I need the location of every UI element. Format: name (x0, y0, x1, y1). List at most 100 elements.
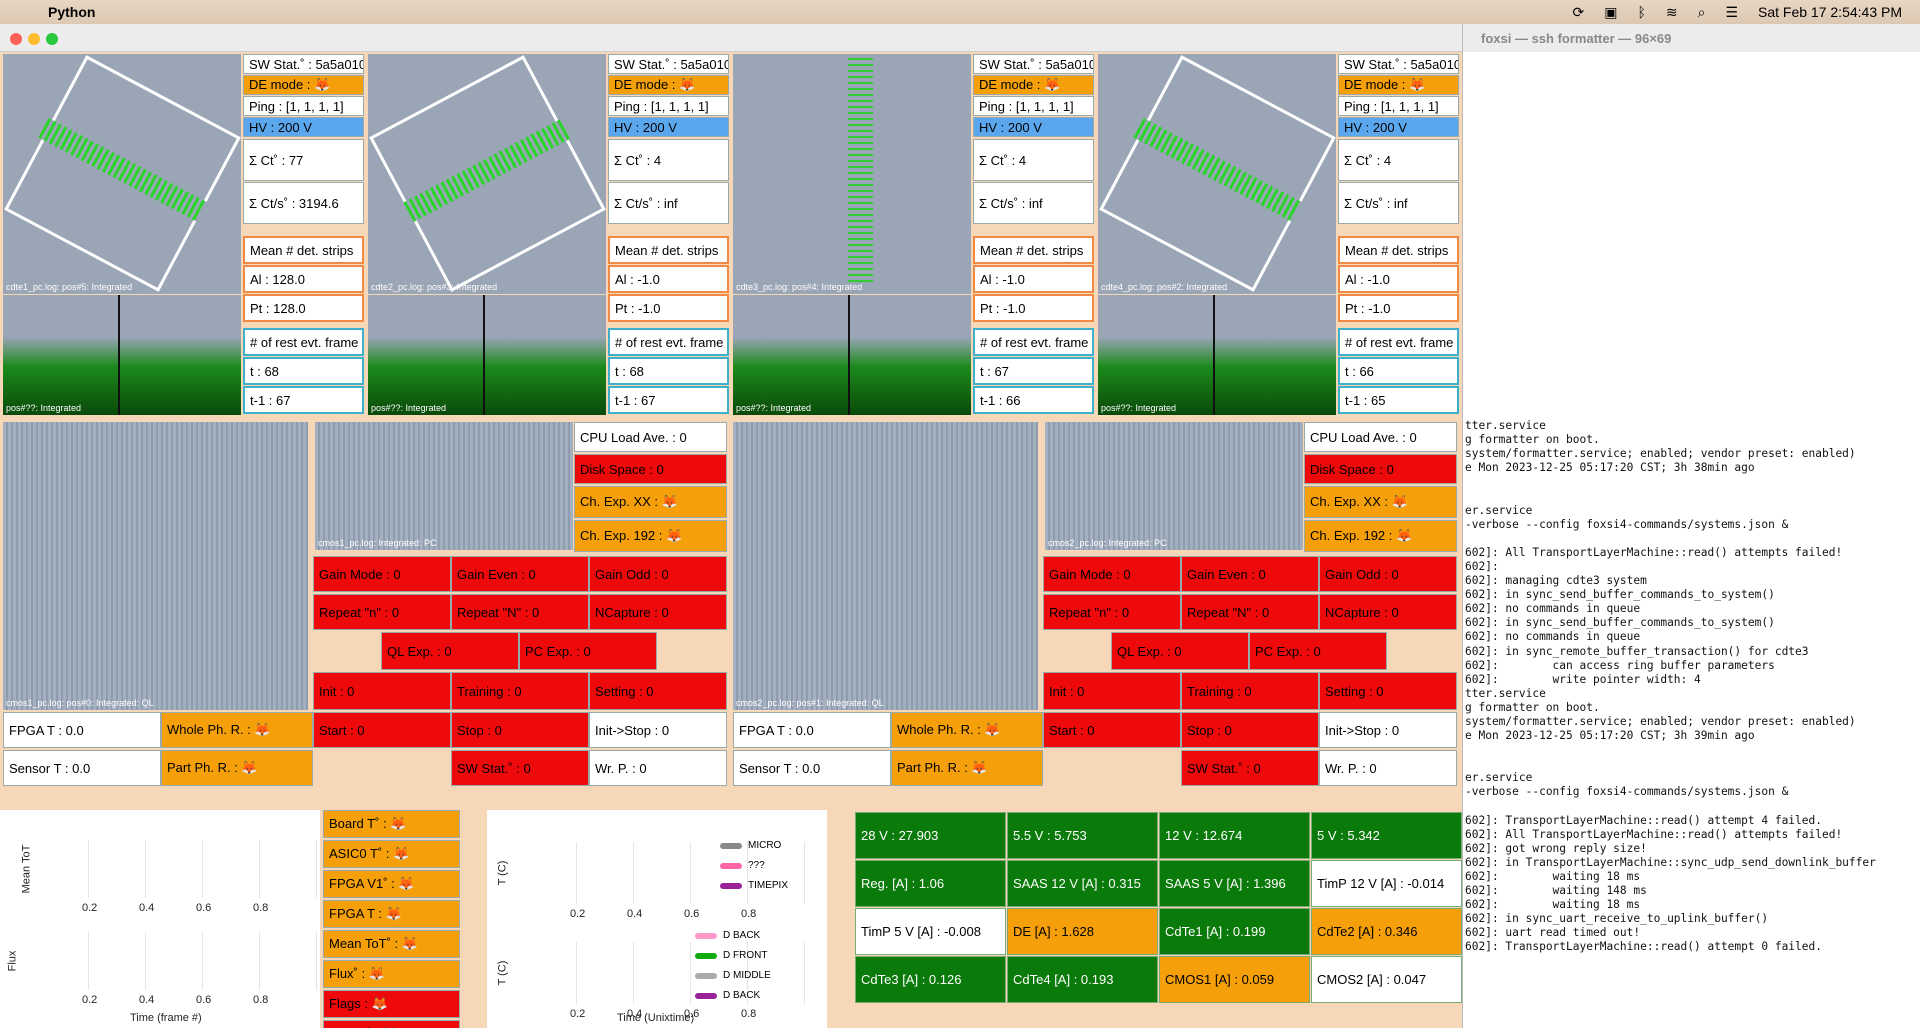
pt-strips: Pt : 128.0 (243, 294, 364, 322)
ping: Ping : [1, 1, 1, 1] (608, 96, 729, 116)
power-cell: CMOS2 [A] : 0.047 (1311, 956, 1462, 1003)
t-value: t : 66 (1338, 357, 1459, 385)
timepix-fpgav: FPGA V1˚ : 🦊 (323, 870, 460, 898)
init: Init : 0 (313, 672, 451, 710)
sum-counts: Σ Ct˚ : 77 (243, 139, 364, 181)
gain-odd: Gain Odd : 0 (589, 556, 727, 592)
de-mode: DE mode : 🦊 (1338, 75, 1459, 95)
divider-line (118, 295, 120, 415)
cdte4-image[interactable]: cdte4_pc.log: pos#2: Integrated (1098, 54, 1336, 294)
power-cell: CMOS1 [A] : 0.059 (1159, 956, 1310, 1003)
x-tick-label: 0.4 (139, 902, 155, 914)
timepix-flux: Flux˚ : 🦊 (323, 960, 460, 988)
timepix-fpgat: FPGA T : 🦊 (323, 900, 460, 928)
fpga-temp: FPGA T : 0.0 (3, 712, 161, 748)
timepix-flags: Flags : 🦊 (323, 990, 460, 1018)
sum-count-rate: Σ Ct/s˚ : inf (1338, 182, 1459, 224)
ql-exp: QL Exp. : 0 (381, 632, 519, 670)
ping: Ping : [1, 1, 1, 1] (243, 96, 364, 116)
x-tick-label: 0.6 (196, 902, 212, 914)
screen-icon[interactable]: ▣ (1604, 3, 1618, 20)
cmos1-ql-image[interactable]: cmos1_pc.log: pos#0: Integrated: QL (3, 422, 308, 710)
t-value: t : 68 (608, 357, 729, 385)
temp-plot-1[interactable] (520, 842, 810, 904)
sw-status: SW Stat.˚ : 5a5a010 (608, 54, 729, 74)
gain-even: Gain Even : 0 (1181, 556, 1319, 592)
temp-plot-2[interactable] (520, 942, 810, 1004)
timepix-asic: ASIC0 T˚ : 🦊 (323, 840, 460, 868)
cdte1-image[interactable]: cdte1_pc.log: pos#5: Integrated (3, 54, 241, 294)
t-value: t : 67 (973, 357, 1094, 385)
sensor-temp: Sensor T : 0.0 (3, 750, 161, 786)
al-strips: Al : -1.0 (608, 265, 729, 293)
part-ph-r: Part Ph. R. : 🦊 (891, 750, 1043, 786)
whole-ph-r: Whole Ph. R. : 🦊 (891, 712, 1043, 748)
legend-item: D BACK (695, 990, 760, 1001)
cdte3-image[interactable]: cdte3_pc.log: pos#4: Integrated (733, 54, 971, 294)
clock[interactable]: Sat Feb 17 2:54:43 PM (1758, 4, 1902, 20)
cmos2-pc-image[interactable]: cmos2_pc.log: Integrated: PC (1045, 422, 1303, 550)
terminal-title[interactable]: foxsi — ssh formatter — 96×69 (1463, 24, 1920, 52)
bluetooth-icon[interactable]: ᛒ (1637, 4, 1646, 20)
setting: Setting : 0 (589, 672, 727, 710)
minimize-icon[interactable] (28, 33, 40, 45)
write-pointer: Wr. P. : 0 (1319, 750, 1457, 786)
window-titlebar (0, 24, 1462, 52)
repeat-n: Repeat "n" : 0 (313, 594, 451, 630)
cdte1-spectrogram[interactable]: pos#??: Integrated (3, 295, 241, 415)
terminal-output[interactable]: tter.service g formatter on boot. system… (1465, 419, 1876, 954)
stop: Stop : 0 (1181, 712, 1319, 748)
x-tick-label: 0.2 (82, 902, 98, 914)
legend-item: D MIDDLE (695, 970, 771, 981)
zoom-icon[interactable] (46, 33, 58, 45)
x-tick-label: 0.8 (253, 902, 269, 914)
setting: Setting : 0 (1319, 672, 1457, 710)
cpu-load: CPU Load Ave. : 0 (574, 422, 727, 452)
app-menu-title[interactable]: Python (48, 4, 96, 20)
power-cell: TimP 5 V [A] : -0.008 (855, 908, 1006, 955)
y-axis-label: T (C) (496, 860, 509, 886)
ch-exp-192: Ch. Exp. 192 : 🦊 (574, 520, 727, 552)
t-1-value: t-1 : 67 (608, 386, 729, 414)
t-1-value: t-1 : 66 (973, 386, 1094, 414)
sync-icon[interactable]: ⟳ (1572, 3, 1585, 20)
mean-det-strips: Mean # det. strips (973, 236, 1094, 264)
de-mode: DE mode : 🦊 (608, 75, 729, 95)
cmos2-ql-image[interactable]: cmos2_pc.log: pos#1: Integrated: QL (733, 422, 1038, 710)
cpu-load: CPU Load Ave. : 0 (1304, 422, 1457, 452)
sw-stat: SW Stat.˚ : 0 (1181, 750, 1319, 786)
power-cell: CdTe2 [A] : 0.346 (1311, 908, 1462, 955)
wifi-icon[interactable]: ≋ (1665, 3, 1678, 20)
sum-counts: Σ Ct˚ : 4 (1338, 139, 1459, 181)
gain-mode: Gain Mode : 0 (1043, 556, 1181, 592)
legend-item: TIMEPIX (720, 880, 788, 891)
mean-tot-plot[interactable] (32, 840, 320, 898)
training: Training : 0 (451, 672, 589, 710)
x-tick-label: 0.2 (82, 994, 98, 1006)
close-icon[interactable] (10, 33, 22, 45)
start: Start : 0 (1043, 712, 1181, 748)
legend-item: MICRO (720, 840, 781, 851)
pt-strips: Pt : -1.0 (608, 294, 729, 322)
ping: Ping : [1, 1, 1, 1] (1338, 96, 1459, 116)
cdte4-spectrogram[interactable]: pos#??: Integrated (1098, 295, 1336, 415)
sw-stat: SW Stat.˚ : 0 (451, 750, 589, 786)
search-icon[interactable]: ⌕ (1697, 3, 1706, 20)
timepix-health: Health˚ : 🦊 (323, 1020, 460, 1028)
cdte2-image[interactable]: cdte2_pc.log: pos#3: Integrated (368, 54, 606, 294)
init-to-stop: Init->Stop : 0 (589, 712, 727, 748)
control-center-icon[interactable]: ☰ (1725, 3, 1739, 20)
power-cell: 12 V : 12.674 (1159, 812, 1310, 859)
pt-strips: Pt : -1.0 (973, 294, 1094, 322)
gain-odd: Gain Odd : 0 (1319, 556, 1457, 592)
flux-plot[interactable] (32, 932, 320, 990)
x-tick-label: 0.8 (253, 994, 269, 1006)
cdte3-spectrogram[interactable]: pos#??: Integrated (733, 295, 971, 415)
cmos1-pc-image[interactable]: cmos1_pc.log: Integrated: PC (315, 422, 573, 550)
write-pointer: Wr. P. : 0 (589, 750, 727, 786)
sum-counts: Σ Ct˚ : 4 (973, 139, 1094, 181)
x-axis-label-2: Time (Unixtime) (617, 1012, 695, 1024)
sw-status: SW Stat.˚ : 5a5a010 (243, 54, 364, 74)
cdte2-spectrogram[interactable]: pos#??: Integrated (368, 295, 606, 415)
image-caption: cdte2_pc.log: pos#3: Integrated (371, 282, 498, 292)
